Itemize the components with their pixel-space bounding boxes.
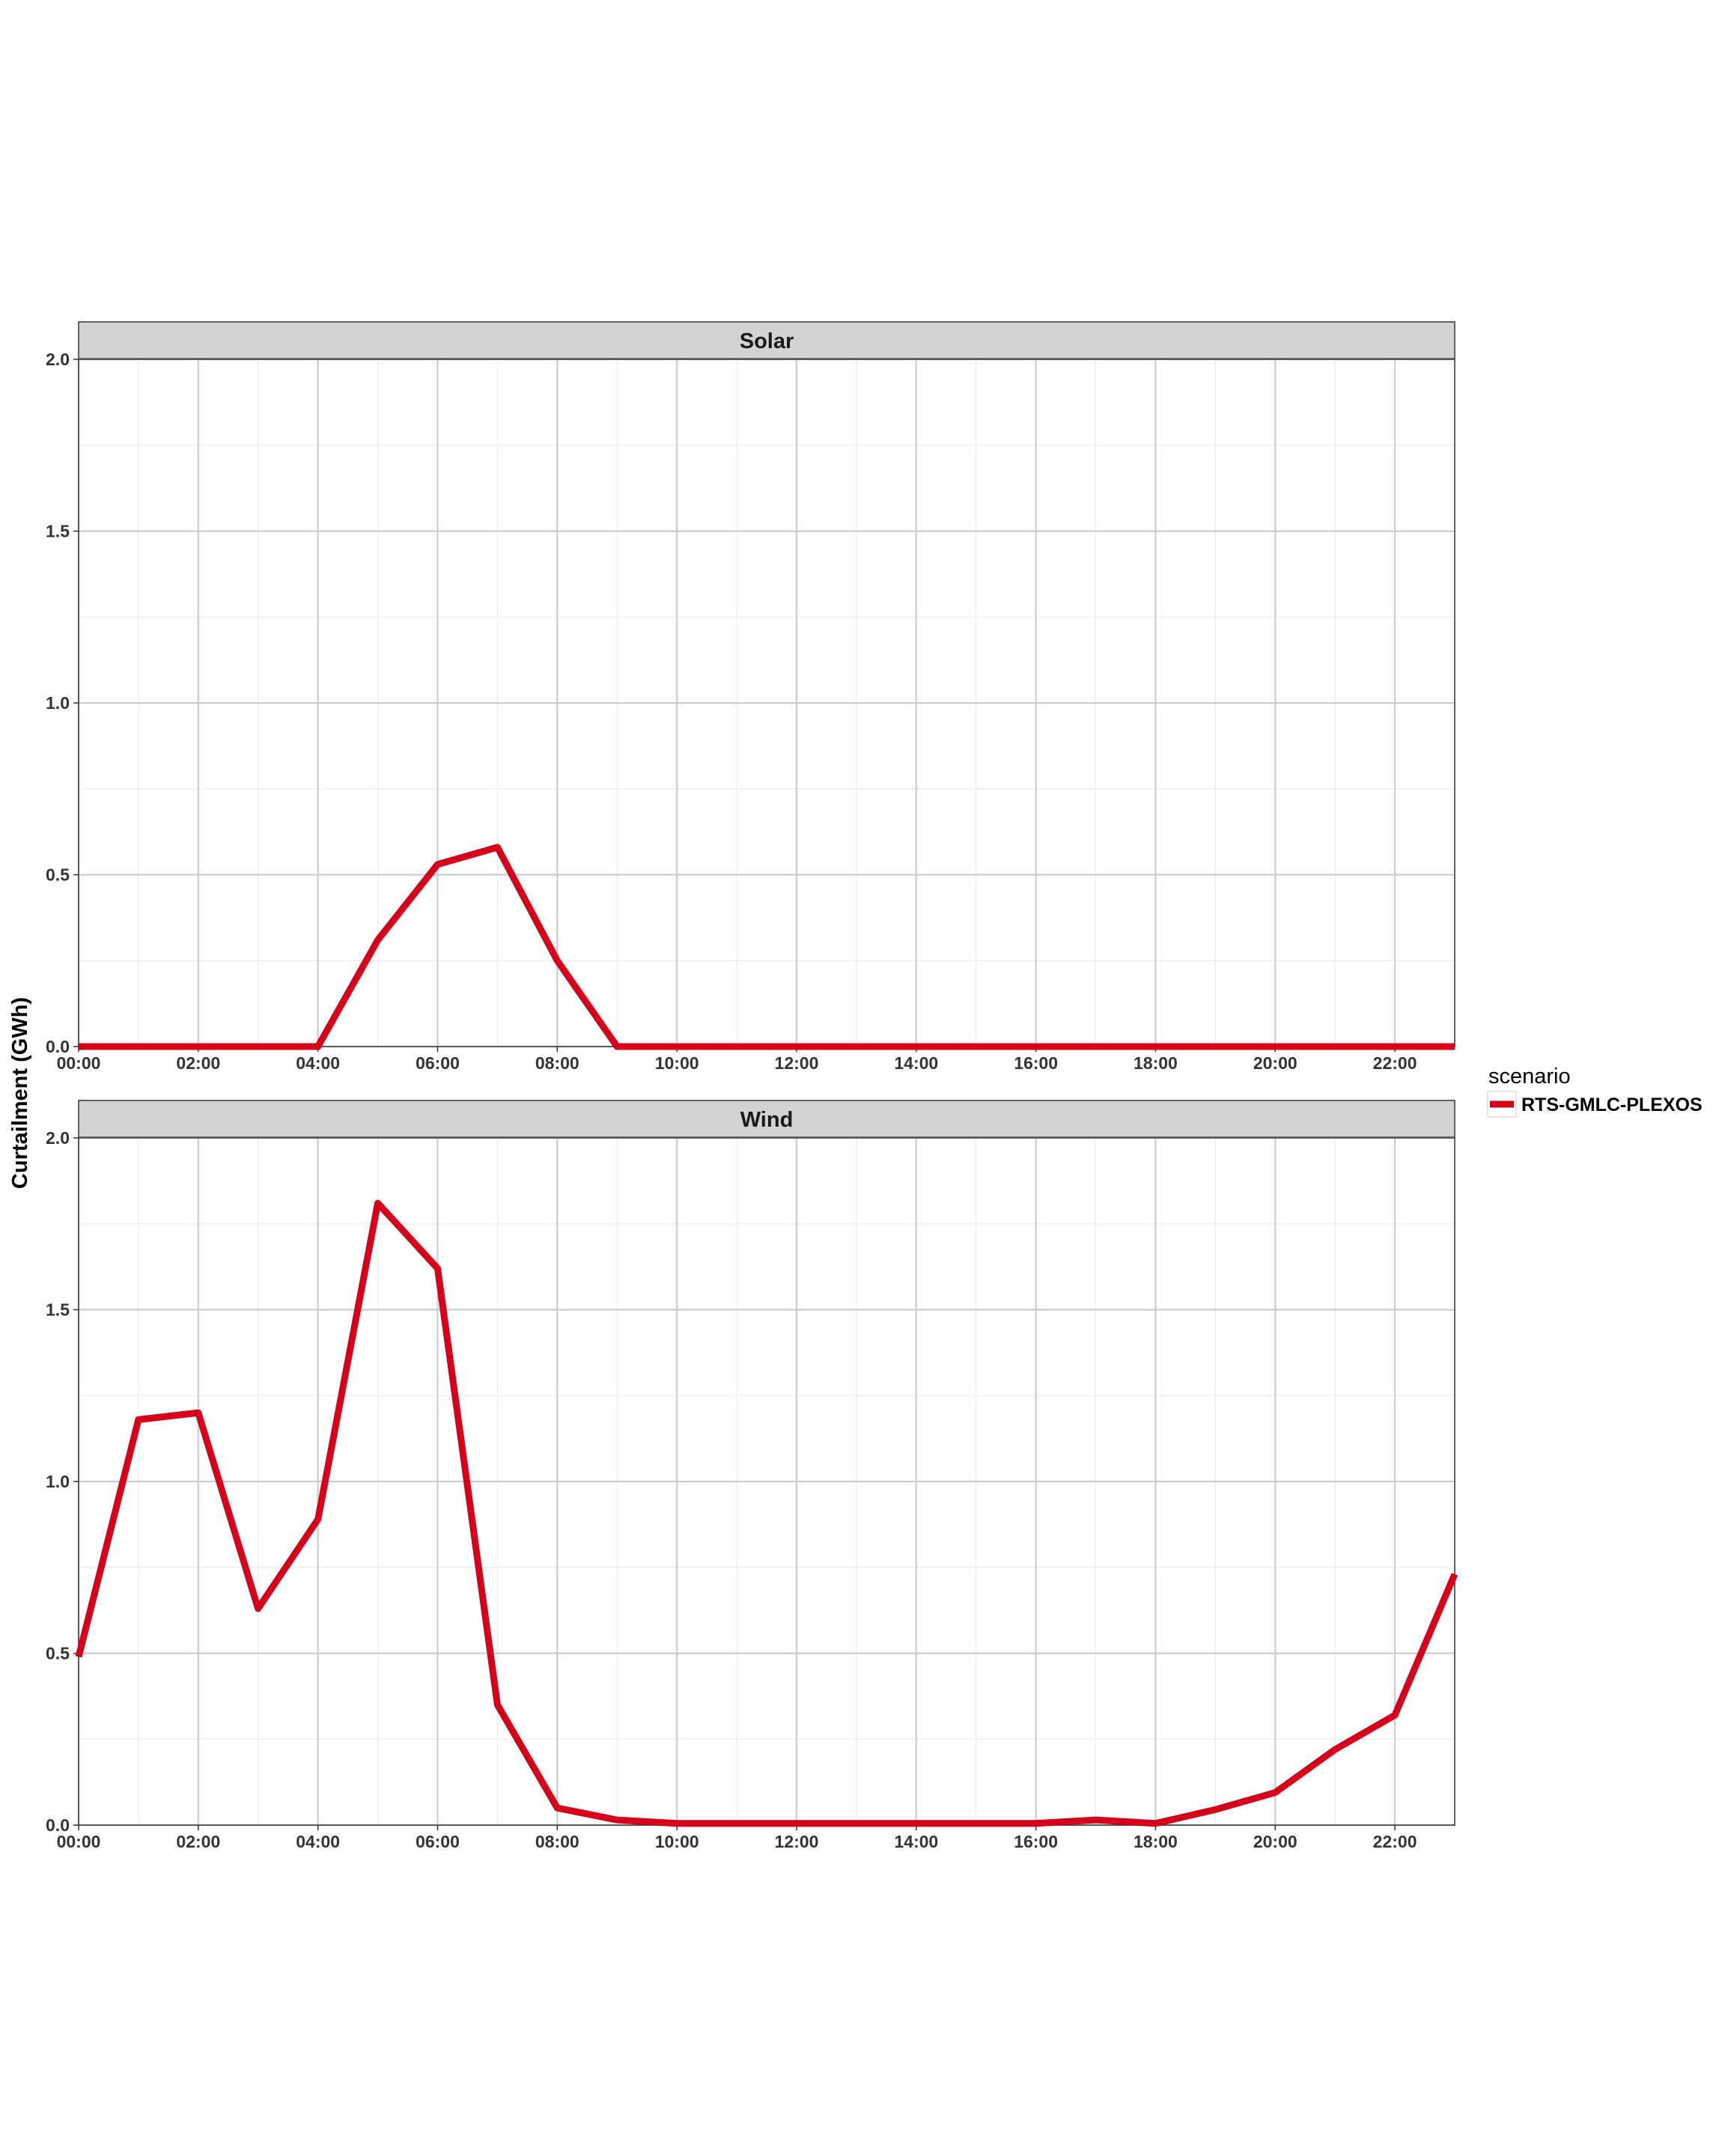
x-tick-label: 02:00: [176, 1832, 220, 1851]
x-tick-label: 02:00: [176, 1053, 220, 1073]
x-tick-label: 14:00: [894, 1053, 938, 1073]
y-tick-label: 0.5: [46, 865, 70, 885]
x-tick-label: 22:00: [1373, 1832, 1417, 1851]
x-tick-label: 06:00: [416, 1053, 460, 1073]
x-tick-label: 08:00: [535, 1832, 579, 1851]
x-tick-label: 16:00: [1014, 1053, 1058, 1073]
y-tick-label: 1.5: [46, 522, 70, 541]
x-tick-label: 08:00: [535, 1053, 579, 1073]
legend-title: scenario: [1488, 1065, 1571, 1088]
y-tick-label: 2.0: [46, 1128, 70, 1148]
strip-label-solar: Solar: [740, 329, 794, 353]
strip-background-wind: [78, 1100, 1455, 1138]
y-axis-title: Curtailment (GWh): [8, 997, 32, 1189]
x-tick-label: 06:00: [416, 1832, 460, 1851]
x-axis-wind: 00:00 02:00 04:00 06:00 08:00 10:00 12:00 14:00…: [57, 1825, 1417, 1851]
legend: scenario RTS-GMLC-PLEXOS: [1487, 1065, 1703, 1118]
legend-entry-label: RTS-GMLC-PLEXOS: [1521, 1094, 1703, 1115]
y-tick-label: 2.0: [46, 350, 70, 369]
x-tick-label: 12:00: [775, 1053, 819, 1073]
x-tick-label: 18:00: [1134, 1053, 1178, 1073]
y-tick-label: 0.0: [46, 1037, 70, 1056]
y-tick-label: 1.0: [46, 693, 70, 713]
strip-background-solar: [78, 321, 1455, 359]
x-tick-label: 10:00: [655, 1053, 699, 1073]
y-tick-label: 0.5: [46, 1644, 70, 1663]
x-tick-label: 00:00: [57, 1832, 101, 1851]
x-tick-label: 22:00: [1373, 1053, 1417, 1073]
series-solar: [79, 844, 1455, 1050]
x-axis-solar: 00:00 02:00 04:00 06:00 08:00 10:00 12:00 14:00…: [57, 1047, 1417, 1073]
x-tick-label: 16:00: [1014, 1832, 1058, 1851]
series-line: [79, 844, 1455, 1050]
y-axis-solar: 0.0 0.5 1.0 1.5 2.0: [46, 350, 79, 1056]
series-wind: [75, 1199, 1458, 1827]
x-tick-label: 20:00: [1253, 1832, 1297, 1851]
y-tick-label: 0.0: [46, 1815, 70, 1835]
x-tick-label: 12:00: [775, 1832, 819, 1851]
y-tick-label: 1.5: [46, 1300, 70, 1320]
x-tick-label: 20:00: [1253, 1053, 1297, 1073]
x-tick-label: 00:00: [57, 1053, 101, 1073]
panel-wind: Wind 0.0 0.5 1.0 1.5 2.0 00:00 02:00 04:00 06:0…: [46, 1100, 1458, 1851]
x-tick-label: 04:00: [296, 1832, 340, 1851]
x-tick-label: 14:00: [894, 1832, 938, 1851]
y-tick-label: 1.0: [46, 1472, 70, 1491]
x-tick-label: 04:00: [296, 1053, 340, 1073]
strip-label-wind: Wind: [740, 1108, 794, 1132]
y-axis-wind: 0.0 0.5 1.0 1.5 2.0: [46, 1128, 79, 1835]
x-tick-label: 10:00: [655, 1832, 699, 1851]
panel-solar: Solar 0.0 0.5 1.0 1.5 2.0 00:00 02:00 04:00 06:…: [46, 321, 1455, 1073]
series-line: [75, 1199, 1458, 1827]
x-tick-label: 18:00: [1134, 1832, 1178, 1851]
